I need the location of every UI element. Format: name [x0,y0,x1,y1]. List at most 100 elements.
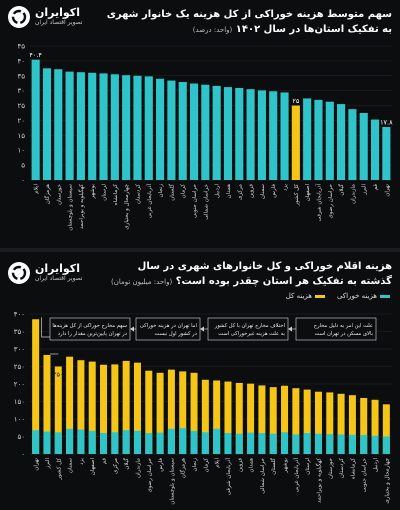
brand-name: اکوایران [35,6,80,19]
bar-food [122,430,130,454]
x-tick-label: لرستان [102,184,108,201]
bar-total [382,404,390,454]
x-tick-label: فارس [271,184,277,198]
bar-food [235,433,243,454]
bar-food [77,429,85,454]
bar-total [281,385,289,454]
bar-food [314,433,322,454]
bar-food [360,435,368,454]
legend-swatch-food [380,294,390,298]
arrow-head [288,326,292,332]
x-tick-label: تهران [34,458,40,471]
bar [88,72,97,180]
bar [76,72,85,180]
y-tick-label: ۰ [21,451,25,459]
chart-title-line2: گذشته به تفکیک هر استان چقدر بوده است؟ (… [111,275,392,289]
annotation-text: سهم مخارج خوراکی از کل هزینه‌ها [52,323,127,329]
bar-food [88,430,96,454]
bar-food [167,428,175,454]
x-tick-label: کهگیلویه و بویراحمد [78,184,85,229]
bar-total [235,382,243,454]
annotation-text: در کشور اول نیست [155,331,198,337]
bar-total [292,388,300,454]
x-tick-label: گلستان [168,184,175,201]
x-tick-label: کرمانشاه [112,184,119,206]
bar [178,82,187,180]
bar-total [371,399,379,454]
bar-food [66,428,74,454]
annotation-arrow [41,317,50,338]
x-tick-label: خراسان شمالی [203,184,209,220]
annotation-text: اما تهران در هزینه خوراکی [140,323,197,329]
bar [156,78,165,180]
x-tick-label: کل کشور [55,458,62,481]
brand-name: اکوایران [35,262,80,275]
x-tick-label: سمنان [260,184,266,200]
bar [133,75,142,180]
bar-food [281,432,289,454]
bar-food [292,434,300,454]
brand-block: اکوایران تصویر اقتصاد ایران [8,6,83,28]
bar-total [201,379,209,454]
brand-tagline: تصویر اقتصاد ایران [35,275,83,282]
bar [348,109,357,180]
bar-total [213,380,221,454]
panel-divider [0,248,400,252]
y-tick-label: ۵ [21,162,25,170]
bar-total [337,393,345,454]
bar [337,104,346,180]
annotation-text: در تهران پایین‌ترین مقدار را دارد [58,331,128,337]
x-tick-label: خراسان شمالی [260,458,266,494]
x-tick-label: آذربایجان غربی [146,184,153,219]
brand-tagline: تصویر اقتصاد ایران [35,19,83,26]
bar-total [314,391,322,454]
x-tick-label: مازندران [350,184,356,204]
share-chart-panel: اکوایران تصویر اقتصاد ایران سهم متوسط هز… [0,0,400,248]
bar-food [111,432,119,454]
x-tick-label: فارس [158,458,164,472]
x-tick-label: خراسان رضوی [328,184,334,219]
data-label: ۲۵ [292,97,299,105]
x-tick-label: سیستان و بلوچستان [68,184,74,231]
x-tick-label: همدان [226,184,232,199]
legend-item-food: هزینه خوراکی [337,292,390,300]
bar-food [43,431,51,454]
x-tick-label: اردبیل [373,458,379,472]
bar [235,87,244,180]
brand-block: اکوایران تصویر اقتصاد ایران [8,262,83,284]
bar-food [145,433,153,454]
bar [144,76,153,180]
y-tick-label: ۱۰ [17,147,25,155]
chart-title-line2-text: به تفکیک استان‌ها در سال ۱۴۰۲ [235,24,392,35]
x-tick-label: خوزستان [328,458,334,479]
x-tick-label: همدان [249,458,255,473]
x-tick-label: ایلام [215,458,221,468]
annotation-text: اختلاف مخارج تهران با کل کشور [214,323,285,329]
x-tick-label: مازندران [135,458,141,478]
chart-legend: هزینه خوراکی هزینه کل [286,292,390,300]
x-tick-label: قزوین [249,184,255,198]
bar-total [348,395,356,454]
x-tick-label: کردستان [338,458,345,478]
x-tick-label: مرکزی [236,184,243,200]
x-tick-label: چهارمحال و بختیاری [124,184,130,230]
bar [167,80,176,180]
y-tick-label: ۲۰۰ [14,381,25,389]
arrow-head [200,326,204,332]
x-tick-label: خراسان جنوبی [192,184,198,218]
bar-food [133,430,141,454]
y-tick-label: ۰ [21,177,25,185]
bar [370,119,380,180]
bar-total [122,360,130,454]
y-tick-label: ۳۰۰ [14,346,25,354]
bar-food [348,434,356,454]
bar [359,113,368,180]
bar [269,91,278,180]
bar-food [247,432,255,454]
x-tick-label: چهارمحال و بختیاری [384,458,390,504]
x-tick-label: زنجان [158,184,164,198]
annotation-text: علت این امر به دلیل مخارج [314,323,373,329]
legend-label-food: هزینه خوراکی [336,292,377,300]
bar [314,99,323,180]
annotation-text: بالای مسکن در تهران است [314,331,373,337]
